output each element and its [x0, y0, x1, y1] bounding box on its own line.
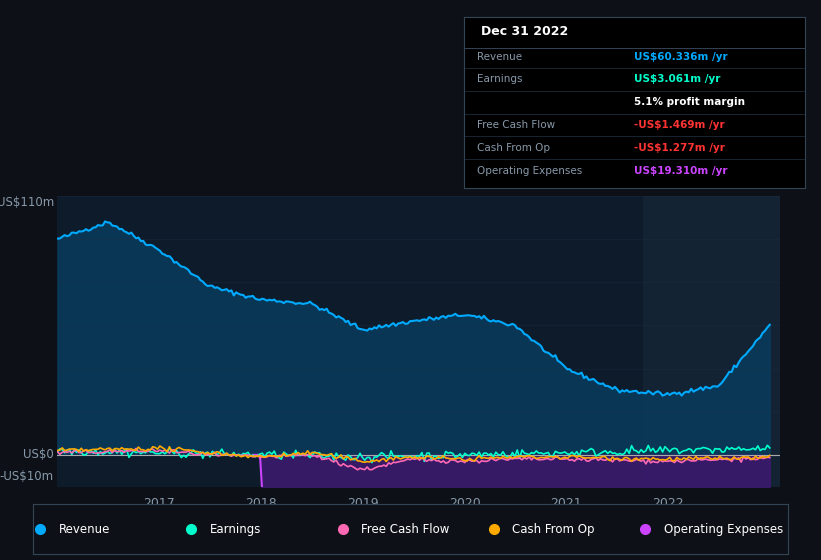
Text: -US$1.469m /yr: -US$1.469m /yr — [635, 120, 725, 130]
Bar — [643, 196, 780, 487]
Text: Dec 31 2022: Dec 31 2022 — [481, 25, 568, 38]
Text: Cash From Op: Cash From Op — [512, 522, 595, 536]
Text: Cash From Op: Cash From Op — [478, 143, 551, 153]
Text: US$19.310m /yr: US$19.310m /yr — [635, 166, 727, 175]
Text: -US$1.277m /yr: -US$1.277m /yr — [635, 143, 725, 153]
Text: 5.1% profit margin: 5.1% profit margin — [635, 97, 745, 107]
Text: -US$10m: -US$10m — [0, 470, 54, 483]
Text: Revenue: Revenue — [478, 52, 523, 62]
Text: Operating Expenses: Operating Expenses — [663, 522, 782, 536]
Text: US$0: US$0 — [23, 449, 54, 461]
Text: Earnings: Earnings — [210, 522, 262, 536]
Text: Free Cash Flow: Free Cash Flow — [478, 120, 556, 130]
Text: Earnings: Earnings — [478, 74, 523, 85]
Text: US$60.336m /yr: US$60.336m /yr — [635, 52, 728, 62]
Text: Revenue: Revenue — [59, 522, 111, 536]
Text: US$3.061m /yr: US$3.061m /yr — [635, 74, 721, 85]
Text: US$110m: US$110m — [0, 196, 54, 209]
Text: Operating Expenses: Operating Expenses — [478, 166, 583, 175]
Text: Free Cash Flow: Free Cash Flow — [361, 522, 450, 536]
